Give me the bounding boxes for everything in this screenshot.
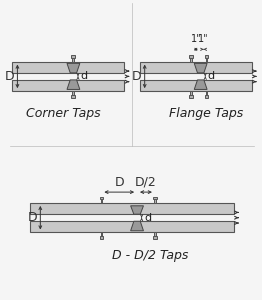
Bar xyxy=(12,80,124,91)
Bar xyxy=(73,58,74,62)
Bar xyxy=(206,91,207,95)
Text: 1": 1" xyxy=(198,34,209,44)
Text: Corner Taps: Corner Taps xyxy=(26,107,101,120)
Bar xyxy=(153,196,157,199)
Text: Flange Taps: Flange Taps xyxy=(169,107,243,120)
Text: D - D/2 Taps: D - D/2 Taps xyxy=(112,249,188,262)
Bar xyxy=(71,95,75,98)
Bar xyxy=(154,232,156,236)
Polygon shape xyxy=(131,206,144,214)
Text: d: d xyxy=(144,213,151,223)
Bar xyxy=(205,95,208,98)
Bar xyxy=(189,55,193,58)
Polygon shape xyxy=(131,221,144,231)
Polygon shape xyxy=(194,80,207,89)
Bar xyxy=(205,55,208,58)
Text: D/2: D/2 xyxy=(135,176,157,189)
Bar xyxy=(140,80,252,91)
Text: D: D xyxy=(132,70,142,83)
Bar xyxy=(12,62,124,73)
Text: d: d xyxy=(80,71,88,81)
Polygon shape xyxy=(67,63,80,73)
Text: 1": 1" xyxy=(190,34,201,44)
Bar xyxy=(71,55,75,58)
Bar xyxy=(190,58,192,62)
Text: D: D xyxy=(28,211,37,224)
Bar xyxy=(30,221,234,233)
Bar xyxy=(154,199,156,203)
Bar xyxy=(206,58,207,62)
Bar xyxy=(190,91,192,95)
Bar xyxy=(73,91,74,95)
Text: D: D xyxy=(114,176,124,189)
Bar xyxy=(100,196,103,199)
Text: D: D xyxy=(5,70,14,83)
Polygon shape xyxy=(67,80,80,89)
Bar xyxy=(101,232,102,236)
Bar xyxy=(153,236,157,239)
Bar xyxy=(101,199,102,203)
Bar xyxy=(189,95,193,98)
Text: d: d xyxy=(208,71,215,81)
Bar xyxy=(140,62,252,73)
Bar xyxy=(30,203,234,214)
Polygon shape xyxy=(194,63,207,73)
Bar xyxy=(100,236,103,239)
